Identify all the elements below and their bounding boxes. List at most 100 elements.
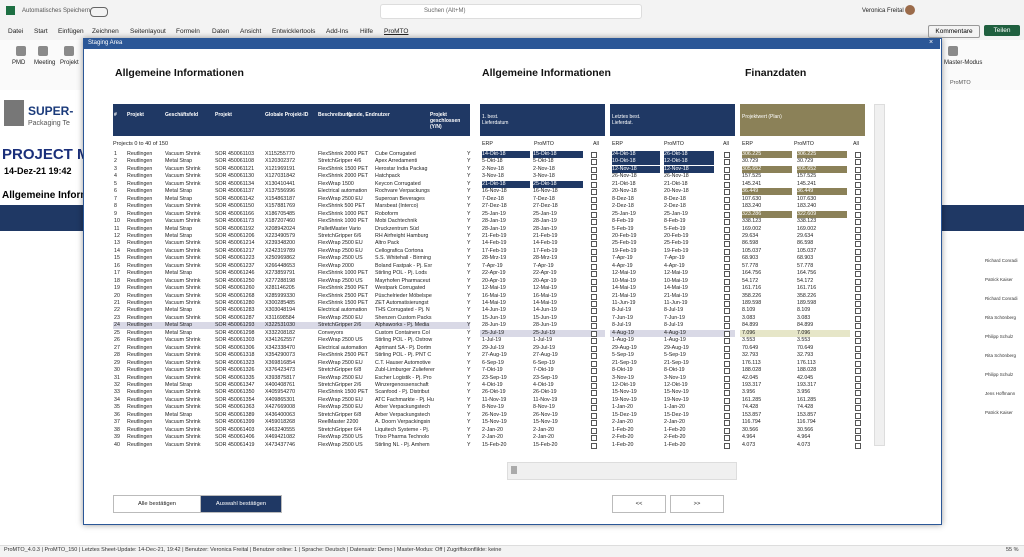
checkbox[interactable] xyxy=(724,301,730,307)
checkbox[interactable] xyxy=(724,293,730,300)
ribbon-button[interactable]: Master-Modus xyxy=(944,60,983,66)
checkbox[interactable] xyxy=(855,301,861,307)
dialog-button[interactable]: Auswahl bestätigen xyxy=(200,495,282,513)
checkbox[interactable] xyxy=(591,286,597,293)
vertical-scrollbar[interactable] xyxy=(874,104,885,446)
checkbox[interactable] xyxy=(724,166,730,173)
checkbox[interactable] xyxy=(724,308,730,315)
checkbox[interactable] xyxy=(724,248,730,255)
checkbox[interactable] xyxy=(591,278,597,285)
checkbox[interactable] xyxy=(855,278,861,285)
checkbox[interactable] xyxy=(855,435,861,442)
checkbox[interactable] xyxy=(855,390,861,397)
checkbox[interactable] xyxy=(724,286,730,293)
checkbox[interactable] xyxy=(855,263,861,270)
checkbox[interactable] xyxy=(591,293,597,300)
checkbox[interactable] xyxy=(724,152,730,158)
checkbox[interactable] xyxy=(855,382,861,389)
checkbox[interactable] xyxy=(591,301,597,307)
checkbox[interactable] xyxy=(855,189,861,196)
checkbox[interactable] xyxy=(591,271,597,278)
checkbox[interactable] xyxy=(591,226,597,233)
checkbox[interactable] xyxy=(855,293,861,300)
checkbox[interactable] xyxy=(591,368,597,375)
checkbox[interactable] xyxy=(855,181,861,188)
checkbox[interactable] xyxy=(724,263,730,270)
menu-item[interactable]: Daten xyxy=(212,28,230,35)
checkbox[interactable] xyxy=(724,241,730,248)
ribbon-icon[interactable] xyxy=(38,46,48,56)
checkbox[interactable] xyxy=(855,442,861,449)
checkbox[interactable] xyxy=(855,159,861,166)
checkbox[interactable] xyxy=(724,204,730,211)
checkbox[interactable] xyxy=(591,412,597,419)
checkbox[interactable] xyxy=(591,196,597,203)
checkbox[interactable] xyxy=(724,397,730,404)
checkbox[interactable] xyxy=(591,152,597,158)
checkbox[interactable] xyxy=(855,256,861,263)
checkbox[interactable] xyxy=(855,405,861,412)
checkbox[interactable] xyxy=(591,233,597,240)
checkbox[interactable] xyxy=(855,420,861,427)
ribbon-button[interactable]: Projekt xyxy=(60,60,79,66)
checkbox[interactable] xyxy=(591,308,597,315)
checkbox[interactable] xyxy=(591,390,597,397)
menu-item[interactable]: Entwicklertools xyxy=(272,28,316,35)
checkbox[interactable] xyxy=(855,241,861,248)
ribbon-icon[interactable] xyxy=(16,46,26,56)
checkbox[interactable] xyxy=(855,330,861,337)
dialog-button[interactable]: >> xyxy=(670,495,724,513)
checkbox[interactable] xyxy=(855,345,861,352)
menu-item[interactable]: Einfügen xyxy=(58,28,84,35)
checkbox[interactable] xyxy=(855,412,861,419)
checkbox[interactable] xyxy=(724,256,730,263)
horizontal-scrollbar[interactable] xyxy=(507,462,737,480)
search-box[interactable] xyxy=(380,4,642,19)
ribbon-button[interactable]: PMD xyxy=(12,60,26,66)
checkbox[interactable] xyxy=(591,330,597,337)
checkbox[interactable] xyxy=(591,405,597,412)
checkbox[interactable] xyxy=(855,360,861,367)
checkbox[interactable] xyxy=(855,271,861,278)
checkbox[interactable] xyxy=(855,233,861,240)
checkbox[interactable] xyxy=(591,315,597,322)
scroll-thumb[interactable] xyxy=(511,466,517,474)
menu-item[interactable]: ProMTO xyxy=(384,28,409,35)
checkbox[interactable] xyxy=(724,353,730,360)
checkbox[interactable] xyxy=(591,256,597,263)
menu-item[interactable]: Add-Ins xyxy=(326,28,349,35)
checkbox[interactable] xyxy=(855,219,861,226)
dialog-button[interactable]: Alle bestätigen xyxy=(113,495,201,513)
checkbox[interactable] xyxy=(724,159,730,166)
checkbox[interactable] xyxy=(591,353,597,360)
checkbox[interactable] xyxy=(724,442,730,449)
checkbox[interactable] xyxy=(724,271,730,278)
menu-item[interactable]: Seitenlayout xyxy=(130,28,166,35)
checkbox[interactable] xyxy=(855,338,861,345)
checkbox[interactable] xyxy=(855,353,861,360)
checkbox[interactable] xyxy=(591,442,597,449)
checkbox[interactable] xyxy=(855,323,861,330)
checkbox[interactable] xyxy=(855,196,861,203)
menu-item[interactable]: Start xyxy=(34,28,48,35)
checkbox[interactable] xyxy=(591,159,597,166)
checkbox[interactable] xyxy=(591,248,597,255)
checkbox[interactable] xyxy=(591,204,597,211)
share-button[interactable]: Teilen xyxy=(984,25,1020,36)
checkbox[interactable] xyxy=(724,196,730,203)
checkbox[interactable] xyxy=(724,368,730,375)
menu-item[interactable]: Datei xyxy=(8,28,24,35)
checkbox[interactable] xyxy=(724,390,730,397)
checkbox[interactable] xyxy=(591,338,597,345)
checkbox[interactable] xyxy=(724,330,730,337)
checkbox[interactable] xyxy=(724,338,730,345)
ribbon-icon[interactable] xyxy=(948,46,958,56)
checkbox[interactable] xyxy=(724,412,730,419)
checkbox[interactable] xyxy=(724,181,730,188)
checkbox[interactable] xyxy=(591,241,597,248)
checkbox[interactable] xyxy=(724,427,730,434)
checkbox[interactable] xyxy=(724,189,730,196)
checkbox[interactable] xyxy=(591,382,597,389)
menu-item[interactable]: Hilfe xyxy=(360,28,374,35)
ribbon-button[interactable]: Meeting xyxy=(34,60,56,66)
